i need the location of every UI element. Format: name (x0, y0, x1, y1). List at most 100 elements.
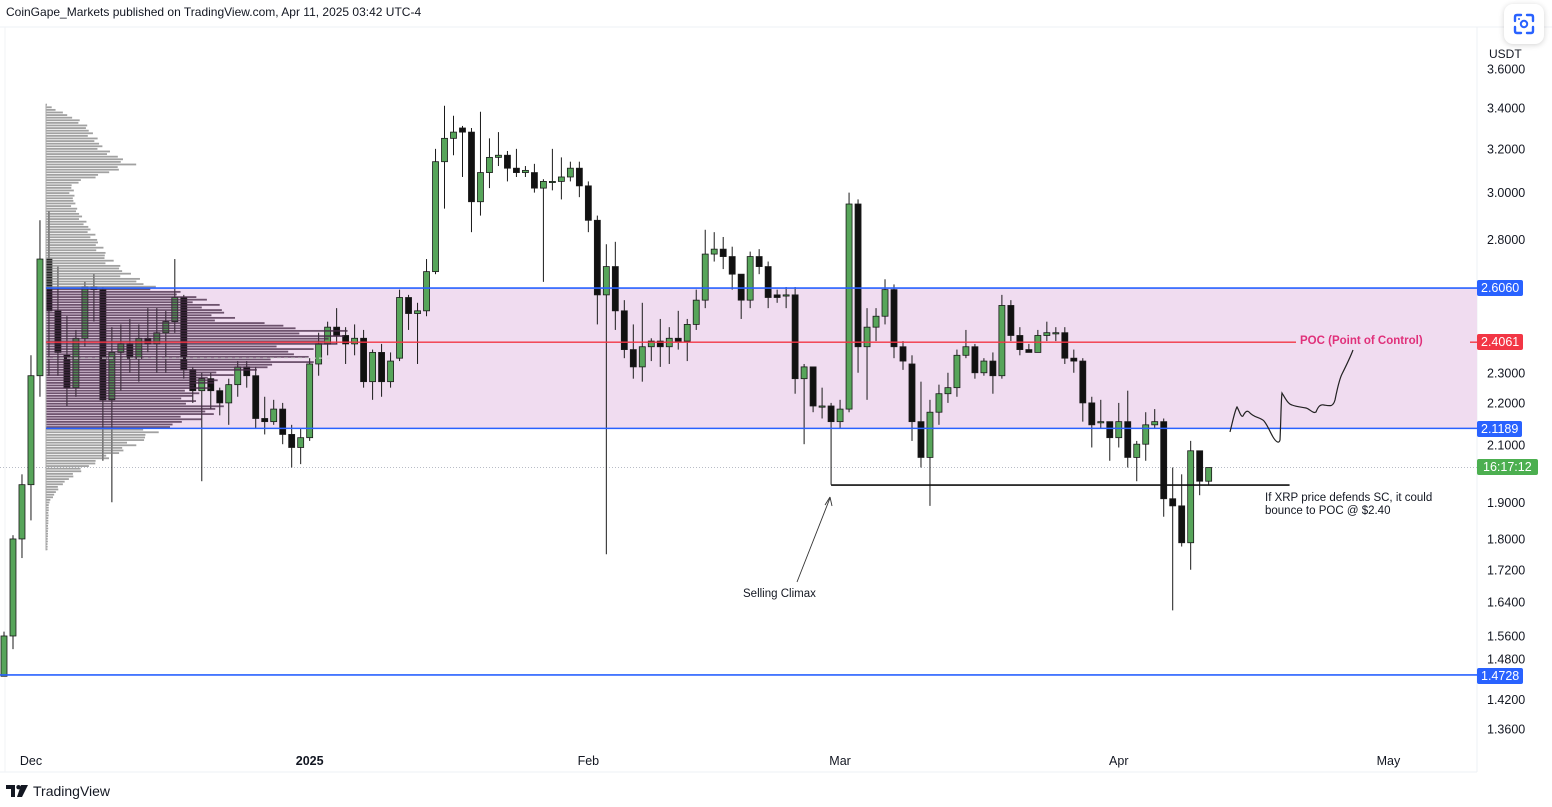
volume-profile-bar (46, 210, 77, 213)
volume-profile-bar (46, 548, 48, 551)
volume-profile-bar (46, 173, 99, 176)
candle-up (414, 310, 421, 314)
volume-profile-bar (46, 306, 202, 309)
volume-profile-bar (46, 514, 49, 517)
candle-up (872, 315, 880, 328)
volume-profile-bar (46, 275, 121, 278)
volume-profile-bar (46, 454, 107, 457)
price-tick-label: 1.9000 (1487, 496, 1525, 510)
price-tick-label: 1.7200 (1487, 563, 1525, 577)
volume-profile-bar (46, 223, 84, 226)
candle-down (737, 273, 745, 301)
volume-profile-bar (46, 166, 118, 168)
candle-up (522, 169, 529, 173)
volume-profile-bar (46, 272, 131, 275)
volume-profile-bar (46, 498, 51, 501)
volume-profile-bar (46, 155, 118, 158)
volume-profile-bar (46, 436, 146, 439)
volume-profile-bar (46, 511, 49, 514)
candle-up (710, 248, 718, 255)
candle-down (728, 256, 736, 275)
volume-profile-bar (46, 142, 100, 145)
candle-up (683, 324, 691, 342)
candle-up (1187, 450, 1195, 544)
volume-profile-bar (46, 311, 225, 314)
volume-profile-bar (46, 168, 119, 171)
volume-profile-bar (46, 524, 48, 527)
volume-profile-bar (46, 327, 296, 330)
candle-up (1052, 332, 1060, 335)
candle-up (998, 305, 1006, 377)
candle-up (980, 360, 988, 374)
candle-up (540, 181, 547, 189)
candle-up (495, 154, 502, 158)
volume-profile-bar (46, 303, 220, 306)
tradingview-footer[interactable]: TradingView (6, 783, 110, 799)
candle-up (881, 289, 889, 317)
candle-up (746, 256, 754, 301)
volume-profile-bar (46, 387, 211, 389)
volume-profile-bar (46, 381, 214, 384)
volume-profile-bar (46, 543, 48, 545)
candle-down (719, 248, 727, 257)
candle-down (288, 434, 296, 448)
volume-profile-bar (46, 114, 68, 116)
candle-up (845, 203, 853, 410)
volume-profile-bar (46, 420, 182, 423)
price-tick-label: 2.1000 (1487, 439, 1525, 453)
volume-profile-bar (46, 189, 74, 192)
candle-up (0, 635, 8, 677)
candle-up (701, 253, 709, 301)
volume-profile-bar (46, 257, 105, 259)
volume-profile-bar (46, 361, 314, 363)
candle-down (764, 266, 772, 298)
volume-profile-bar (46, 264, 121, 267)
time-tick-label: Dec (20, 754, 42, 768)
candle-up (297, 437, 305, 448)
volume-profile-bar (46, 428, 144, 431)
candle-up (1133, 443, 1141, 458)
volume-profile-bar (46, 483, 63, 486)
candle-down (908, 363, 916, 423)
volume-profile-bar (46, 134, 88, 137)
projection-drawing (1229, 349, 1354, 443)
candle-up (863, 326, 871, 348)
candle-down (1079, 360, 1087, 404)
poc-price-label: 2.4061 (1477, 334, 1524, 350)
volume-profile-bar (46, 353, 294, 356)
candle-up (423, 271, 430, 312)
volume-profile-bar (46, 400, 197, 402)
selling-climax-arrow (796, 496, 833, 583)
volume-profile-bar (46, 290, 181, 293)
currency-label: USDT (1489, 47, 1522, 61)
candle-down (917, 421, 925, 458)
volume-profile-bar (46, 262, 106, 265)
price-tick-label: 1.8000 (1487, 532, 1525, 546)
volume-profile-bar (46, 485, 58, 488)
candle-up (270, 408, 278, 423)
candle-down (468, 131, 475, 203)
volume-profile-bar (46, 176, 96, 179)
volume-profile-bar (46, 205, 72, 207)
volume-profile-bar (46, 439, 145, 441)
candle-down (1061, 332, 1069, 359)
volume-profile-bar (46, 532, 48, 535)
volume-profile-bar (46, 379, 218, 382)
volume-profile-bar (46, 283, 144, 285)
candle-down (890, 289, 898, 348)
screenshot-button[interactable] (1504, 4, 1544, 44)
candle-up (387, 360, 394, 383)
volume-profile-bar (46, 496, 53, 499)
candle-down (629, 349, 637, 368)
volume-profile-bar (46, 246, 104, 249)
candle-up (926, 411, 934, 458)
projection-note-line1: If XRP price defends SC, it could (1265, 492, 1433, 504)
candle-up (836, 408, 844, 423)
volume-profile-bar (46, 407, 216, 410)
candle-down (575, 167, 583, 187)
candle-up (602, 266, 610, 296)
candle-up (935, 393, 943, 413)
volume-profile-bar (46, 478, 69, 480)
candle-up (351, 337, 359, 345)
